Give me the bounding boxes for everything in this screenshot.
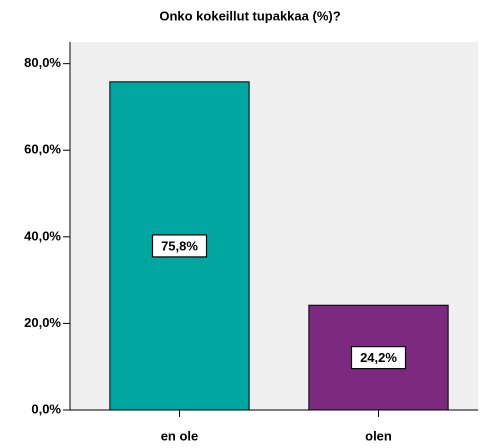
x-tick-label: en ole [161,428,199,443]
y-tick-label: 40,0% [24,228,61,243]
y-tick-label: 60,0% [24,142,61,157]
chart-title: Onko kokeillut tupakkaa (%)? [159,8,340,23]
value-label: 75,8% [161,238,198,253]
value-label-box [151,234,208,258]
y-tick-label: 80,0% [24,55,61,70]
y-tick-label: 20,0% [24,315,61,330]
value-label: 24,2% [360,350,397,365]
x-tick-label: olen [365,428,392,443]
y-tick-label: 0,0% [31,401,61,416]
value-label-box [350,346,407,370]
